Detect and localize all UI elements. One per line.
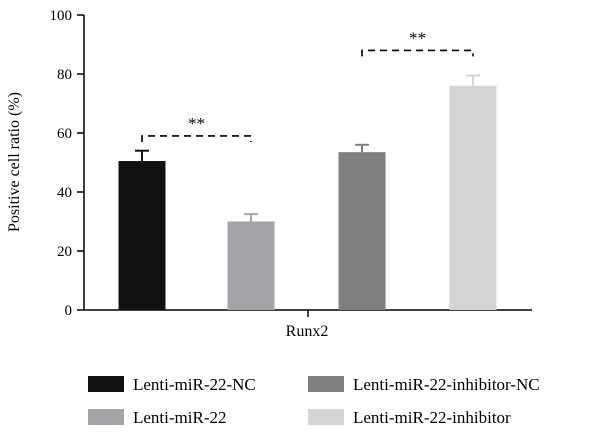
legend-label: Lenti-miR-22 bbox=[133, 408, 226, 427]
legend: Lenti-miR-22-NC Lenti-miR-22 Lenti-miR-22-… bbox=[88, 375, 540, 427]
significance-markers: ** ** bbox=[141, 28, 474, 142]
y-tick-label: 60 bbox=[57, 126, 72, 142]
y-tick-label: 0 bbox=[65, 303, 73, 319]
significance-bracket bbox=[141, 135, 252, 142]
x-axis-title: Runx2 bbox=[286, 323, 329, 340]
legend-label: Lenti-miR-22-inhibitor bbox=[353, 408, 511, 427]
y-tick-label: 100 bbox=[50, 8, 73, 24]
legend-swatch bbox=[308, 409, 344, 425]
y-tick-label: 20 bbox=[57, 244, 72, 260]
legend-swatch bbox=[88, 376, 124, 392]
bar bbox=[338, 152, 386, 310]
bar bbox=[118, 161, 166, 310]
y-tick-label: 40 bbox=[57, 185, 72, 201]
bar bbox=[449, 85, 497, 310]
bar bbox=[227, 221, 275, 310]
legend-label: Lenti-miR-22-NC bbox=[133, 375, 256, 394]
significance-label: ** bbox=[409, 28, 426, 47]
significance-label: ** bbox=[188, 114, 205, 133]
legend-label: Lenti-miR-22-inhibitor-NC bbox=[353, 375, 540, 394]
legend-swatch bbox=[308, 376, 344, 392]
y-tick-label: 80 bbox=[57, 67, 72, 83]
significance-bracket bbox=[361, 49, 474, 57]
bars bbox=[118, 74, 497, 310]
legend-swatch bbox=[88, 409, 124, 425]
y-axis-title: Positive cell ratio (%) bbox=[6, 92, 23, 232]
